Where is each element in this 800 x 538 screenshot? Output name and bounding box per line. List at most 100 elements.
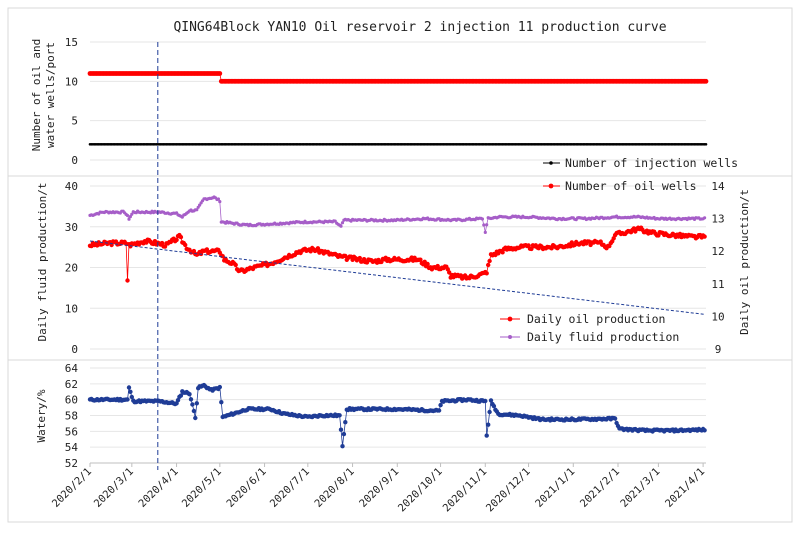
legend-label-oil-wells: Number of oil wells bbox=[565, 179, 697, 193]
oil-production-point bbox=[174, 237, 179, 243]
y-tick-right-production: 10 bbox=[711, 310, 724, 323]
fluid-production-point bbox=[216, 197, 220, 201]
injection-wells-point bbox=[704, 143, 708, 146]
y-tick-right-production: 14 bbox=[711, 180, 725, 193]
fluid-production-point bbox=[125, 213, 130, 218]
x-tick-label: 2020/3/1 bbox=[92, 466, 136, 510]
y-tick-wells: 0 bbox=[71, 154, 78, 167]
watery-point bbox=[219, 400, 224, 405]
watery-point bbox=[488, 398, 494, 403]
oil-production-point bbox=[233, 262, 238, 268]
y-tick-watery: 56 bbox=[65, 425, 78, 438]
fluid-production-point bbox=[340, 221, 345, 225]
oil-production-point bbox=[702, 234, 707, 239]
x-tick-label: 2021/2/1 bbox=[578, 466, 622, 510]
watery-point bbox=[125, 397, 130, 402]
x-tick-label: 2021/4/1 bbox=[663, 466, 707, 510]
watery-point bbox=[487, 409, 492, 415]
axes: 0 5 10 15 0 10 20 30 40 9 10 11 12 13 14 52 54 56 58 60 62 64… bbox=[50, 36, 725, 514]
y-tick-right-production: 13 bbox=[711, 213, 724, 226]
y-axis-label-oil: Daily oil production/t bbox=[738, 189, 751, 335]
oil-production-point bbox=[220, 254, 225, 259]
oil-production-point bbox=[315, 246, 321, 251]
y-tick-right-production: 12 bbox=[711, 245, 724, 258]
y-tick-watery: 62 bbox=[65, 378, 78, 391]
y-tick-production: 40 bbox=[65, 180, 78, 193]
watery-point bbox=[190, 402, 195, 407]
oil-production-point bbox=[484, 271, 489, 276]
x-tick-label: 2021/3/1 bbox=[618, 466, 662, 510]
gridlines bbox=[90, 41, 706, 464]
fluid-production-point bbox=[703, 216, 707, 220]
watery-point bbox=[341, 431, 347, 437]
watery-point bbox=[438, 402, 443, 408]
watery-point bbox=[194, 401, 199, 406]
y-tick-production: 10 bbox=[65, 302, 78, 315]
watery-point bbox=[188, 397, 194, 402]
x-tick-label: 2020/8/1 bbox=[312, 466, 356, 510]
x-tick-label: 2020/5/1 bbox=[180, 466, 224, 510]
legend-label-fluid-production: Daily fluid production bbox=[527, 330, 679, 344]
x-tick-label: 2020/7/1 bbox=[268, 466, 312, 510]
watery-point bbox=[338, 427, 344, 432]
oil-production-point bbox=[425, 261, 430, 267]
y-axis-label-wells-line2: water wells/port bbox=[44, 42, 57, 148]
oil-production-point bbox=[204, 247, 210, 252]
watery-point bbox=[612, 416, 618, 421]
fluid-production-point bbox=[128, 215, 132, 219]
legend-label-oil-production: Daily oil production bbox=[527, 312, 665, 326]
y-tick-wells: 15 bbox=[65, 36, 78, 49]
x-tick-label: 2020/2/1 bbox=[50, 466, 94, 510]
fluid-production-point bbox=[483, 230, 487, 234]
oil-production-point bbox=[162, 244, 168, 249]
y-axis-label-wells-line1: Number of oil and bbox=[30, 39, 43, 152]
oil-production-point bbox=[125, 278, 130, 283]
x-tick-label: 2020/6/1 bbox=[224, 466, 268, 510]
fluid-production-point bbox=[195, 208, 199, 212]
y-tick-production: 30 bbox=[65, 221, 78, 234]
watery-point bbox=[187, 392, 192, 397]
watery-point bbox=[193, 415, 198, 421]
watery-point bbox=[175, 398, 181, 403]
watery-point bbox=[484, 433, 489, 438]
watery-point bbox=[702, 428, 707, 433]
oil-production-point bbox=[357, 255, 362, 261]
y-tick-right-production: 11 bbox=[711, 278, 724, 291]
y-tick-production: 20 bbox=[65, 262, 78, 275]
oil-production-point bbox=[529, 246, 534, 252]
oil-production-point bbox=[487, 258, 492, 264]
watery-point bbox=[126, 385, 132, 390]
watery-point bbox=[483, 398, 488, 404]
fluid-production-point bbox=[218, 200, 222, 204]
y-tick-wells: 10 bbox=[65, 75, 78, 88]
fluid-production-point bbox=[480, 217, 484, 221]
oil-wells-point bbox=[217, 71, 223, 76]
x-tick-label: 2020/12/1 bbox=[484, 466, 533, 515]
x-tick-label: 2020/9/1 bbox=[357, 466, 401, 510]
oil-production-point bbox=[418, 257, 423, 262]
fluid-production-point bbox=[485, 223, 489, 227]
y-tick-watery: 64 bbox=[65, 362, 79, 375]
y-tick-watery: 58 bbox=[65, 410, 78, 423]
legend-fluid-production: Daily fluid production bbox=[500, 330, 679, 344]
x-tick-label: 2020/11/1 bbox=[441, 466, 490, 515]
fluid-production-point bbox=[339, 224, 343, 228]
x-tick-label: 2021/1/1 bbox=[533, 466, 577, 510]
x-tick-label: 2020/4/1 bbox=[136, 466, 180, 510]
watery-point bbox=[178, 393, 184, 398]
oil-production-point bbox=[447, 270, 452, 275]
legend-injection-wells: Number of injection wells bbox=[543, 156, 738, 170]
oil-production-point bbox=[486, 262, 491, 268]
legend-oil-production: Daily oil production bbox=[500, 312, 665, 326]
watery-point bbox=[217, 384, 222, 390]
y-axis-label-fluid: Daily fluid production/t bbox=[36, 183, 49, 342]
x-tick-label: 2020/10/1 bbox=[396, 466, 445, 515]
legend-oil-wells: Number of oil wells bbox=[543, 179, 697, 193]
trend-line bbox=[89, 240, 705, 315]
watery-point bbox=[337, 413, 342, 418]
watery-point bbox=[436, 408, 442, 413]
oil-production-point bbox=[500, 250, 505, 255]
y-axis-label-watery: Watery/% bbox=[35, 389, 48, 442]
